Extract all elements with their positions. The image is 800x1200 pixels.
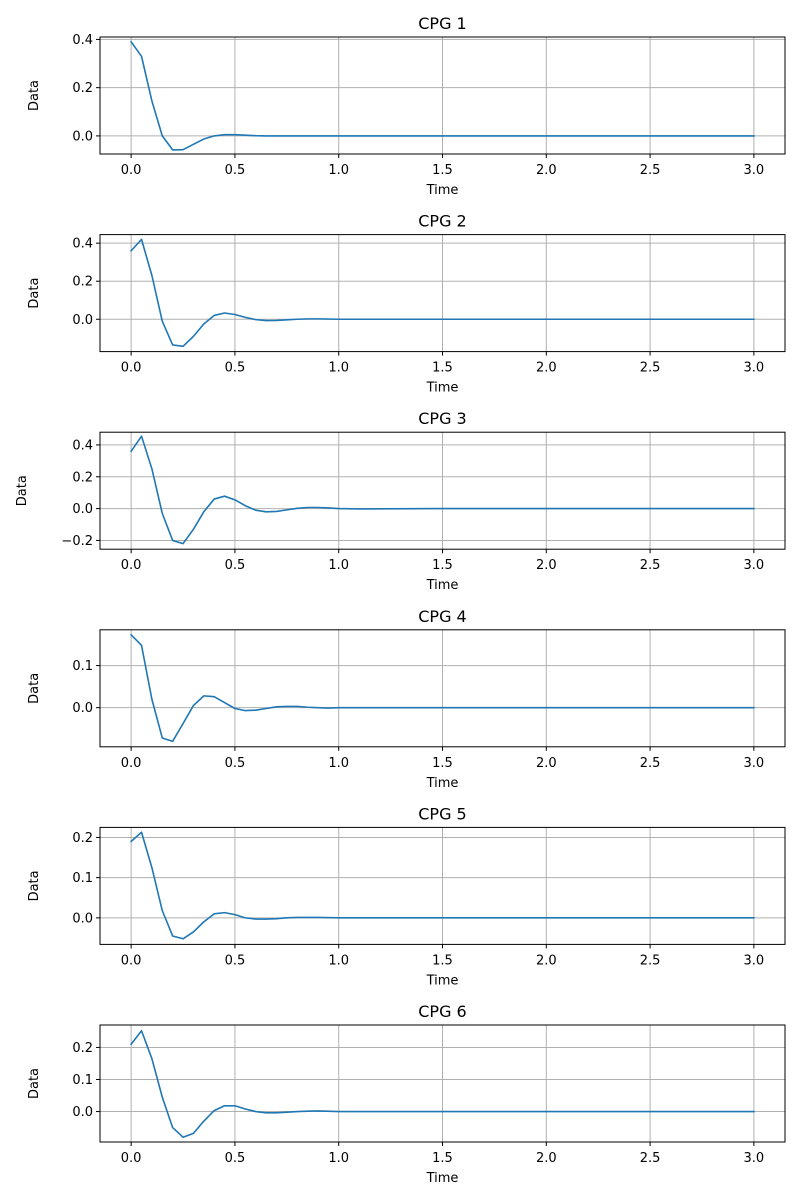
x-tick-label: 0.5 bbox=[225, 953, 246, 968]
series-line bbox=[130, 238, 755, 348]
x-tick-label: 3.0 bbox=[744, 558, 765, 573]
x-tick-label: 2.0 bbox=[536, 1151, 557, 1166]
x-tick-label: 2.5 bbox=[640, 756, 661, 771]
x-tick-label: 2.5 bbox=[640, 163, 661, 178]
x-tick-label: 3.0 bbox=[744, 1151, 765, 1166]
x-tick-label: 3.0 bbox=[744, 756, 765, 771]
y-tick-label: 0.1 bbox=[72, 871, 93, 886]
y-tick-label: 0.0 bbox=[72, 701, 93, 716]
y-tick-label: 0.2 bbox=[72, 470, 93, 485]
subplot-cpg-6: CPG 6 0.0 0.5 1.0 1.5 2.0 2.5 3.0 0.0 0.1 0.2 Time D… bbox=[27, 1002, 786, 1186]
y-tick-label: 0.2 bbox=[72, 275, 93, 290]
y-axis-label: Data bbox=[27, 278, 42, 309]
series-line bbox=[130, 633, 755, 743]
x-tick-label: 0.5 bbox=[225, 163, 246, 178]
x-axis-label: Time bbox=[426, 973, 459, 988]
x-axis-label: Time bbox=[426, 381, 459, 396]
y-tick-label: 0.0 bbox=[72, 911, 93, 926]
y-tick-label: 0.0 bbox=[72, 502, 93, 517]
x-axis-label: Time bbox=[426, 1171, 459, 1186]
y-tick-label: 0.0 bbox=[72, 1105, 93, 1120]
y-tick-label: 0.2 bbox=[72, 81, 93, 96]
x-axis-label: Time bbox=[426, 183, 459, 198]
subplots: CPG 1 0.0 0.5 1.0 1.5 2.0 2.5 3.0 0.0 0.2 0.4 Time D… bbox=[15, 14, 786, 1186]
x-tick-label: 1.5 bbox=[432, 558, 453, 573]
x-tick-label: 0.0 bbox=[121, 1151, 142, 1166]
x-axis-label: Time bbox=[426, 776, 459, 791]
subplot-title: CPG 2 bbox=[418, 212, 466, 231]
subplot-cpg-5: CPG 5 0.0 0.5 1.0 1.5 2.0 2.5 3.0 0.0 0.1 0.2 Time D… bbox=[27, 804, 786, 988]
y-axis-label: Data bbox=[15, 475, 30, 506]
x-tick-label: 1.0 bbox=[328, 1151, 349, 1166]
x-tick-label: 1.0 bbox=[328, 953, 349, 968]
x-tick-label: 0.0 bbox=[121, 756, 142, 771]
y-tick-label: 0.2 bbox=[72, 831, 93, 846]
x-tick-label: 3.0 bbox=[744, 163, 765, 178]
series-line bbox=[130, 40, 755, 151]
series-line bbox=[130, 1029, 755, 1138]
x-tick-label: 1.0 bbox=[328, 558, 349, 573]
x-tick-label: 0.0 bbox=[121, 953, 142, 968]
x-tick-label: 2.5 bbox=[640, 361, 661, 376]
x-tick-label: 1.0 bbox=[328, 361, 349, 376]
y-tick-label: 0.4 bbox=[72, 33, 93, 48]
x-tick-label: 0.0 bbox=[121, 361, 142, 376]
x-tick-label: 1.5 bbox=[432, 1151, 453, 1166]
y-tick-label: 0.4 bbox=[72, 438, 93, 453]
subplot-cpg-2: CPG 2 0.0 0.5 1.0 1.5 2.0 2.5 3.0 0.0 0.2 0.4 Time D… bbox=[27, 212, 786, 396]
y-tick-label: 0.2 bbox=[72, 1041, 93, 1056]
subplot-title: CPG 1 bbox=[418, 14, 466, 33]
y-tick-label: −0.2 bbox=[61, 534, 93, 549]
subplot-title: CPG 6 bbox=[418, 1002, 466, 1021]
x-tick-label: 2.5 bbox=[640, 558, 661, 573]
x-tick-label: 2.5 bbox=[640, 1151, 661, 1166]
x-tick-label: 0.5 bbox=[225, 756, 246, 771]
x-tick-label: 3.0 bbox=[744, 953, 765, 968]
x-tick-label: 2.0 bbox=[536, 756, 557, 771]
subplot-title: CPG 3 bbox=[418, 409, 466, 428]
x-tick-label: 0.5 bbox=[225, 1151, 246, 1166]
x-tick-label: 1.5 bbox=[432, 756, 453, 771]
series-line bbox=[130, 435, 755, 545]
x-tick-label: 2.5 bbox=[640, 953, 661, 968]
x-tick-label: 3.0 bbox=[744, 361, 765, 376]
x-tick-label: 2.0 bbox=[536, 361, 557, 376]
x-tick-label: 1.0 bbox=[328, 163, 349, 178]
y-tick-label: 0.0 bbox=[72, 129, 93, 144]
y-axis-label: Data bbox=[27, 673, 42, 704]
x-tick-label: 1.5 bbox=[432, 361, 453, 376]
x-tick-label: 1.5 bbox=[432, 953, 453, 968]
y-axis-label: Data bbox=[27, 870, 42, 901]
subplot-title: CPG 5 bbox=[418, 804, 466, 823]
x-tick-label: 0.0 bbox=[121, 558, 142, 573]
y-tick-label: 0.4 bbox=[72, 237, 93, 252]
subplot-title: CPG 4 bbox=[418, 607, 466, 626]
x-tick-label: 2.0 bbox=[536, 163, 557, 178]
y-axis-label: Data bbox=[27, 1068, 42, 1099]
x-tick-label: 2.0 bbox=[536, 953, 557, 968]
x-tick-label: 1.0 bbox=[328, 756, 349, 771]
x-tick-label: 2.0 bbox=[536, 558, 557, 573]
subplot-cpg-3: CPG 3 0.0 0.5 1.0 1.5 2.0 2.5 3.0 −0.2 0.0 0.2 0.4 T… bbox=[15, 409, 786, 593]
y-tick-label: 0.1 bbox=[72, 1073, 93, 1088]
x-tick-label: 1.5 bbox=[432, 163, 453, 178]
x-tick-label: 0.5 bbox=[225, 558, 246, 573]
y-tick-label: 0.0 bbox=[72, 313, 93, 328]
subplot-cpg-1: CPG 1 0.0 0.5 1.0 1.5 2.0 2.5 3.0 0.0 0.2 0.4 Time D… bbox=[27, 14, 786, 198]
y-axis-label: Data bbox=[27, 80, 42, 111]
x-tick-label: 0.0 bbox=[121, 163, 142, 178]
subplot-cpg-4: CPG 4 0.0 0.5 1.0 1.5 2.0 2.5 3.0 0.0 0.1 Time Data bbox=[27, 607, 786, 791]
x-tick-label: 0.5 bbox=[225, 361, 246, 376]
series-line bbox=[130, 831, 755, 940]
x-axis-label: Time bbox=[426, 578, 459, 593]
y-tick-label: 0.1 bbox=[72, 659, 93, 674]
